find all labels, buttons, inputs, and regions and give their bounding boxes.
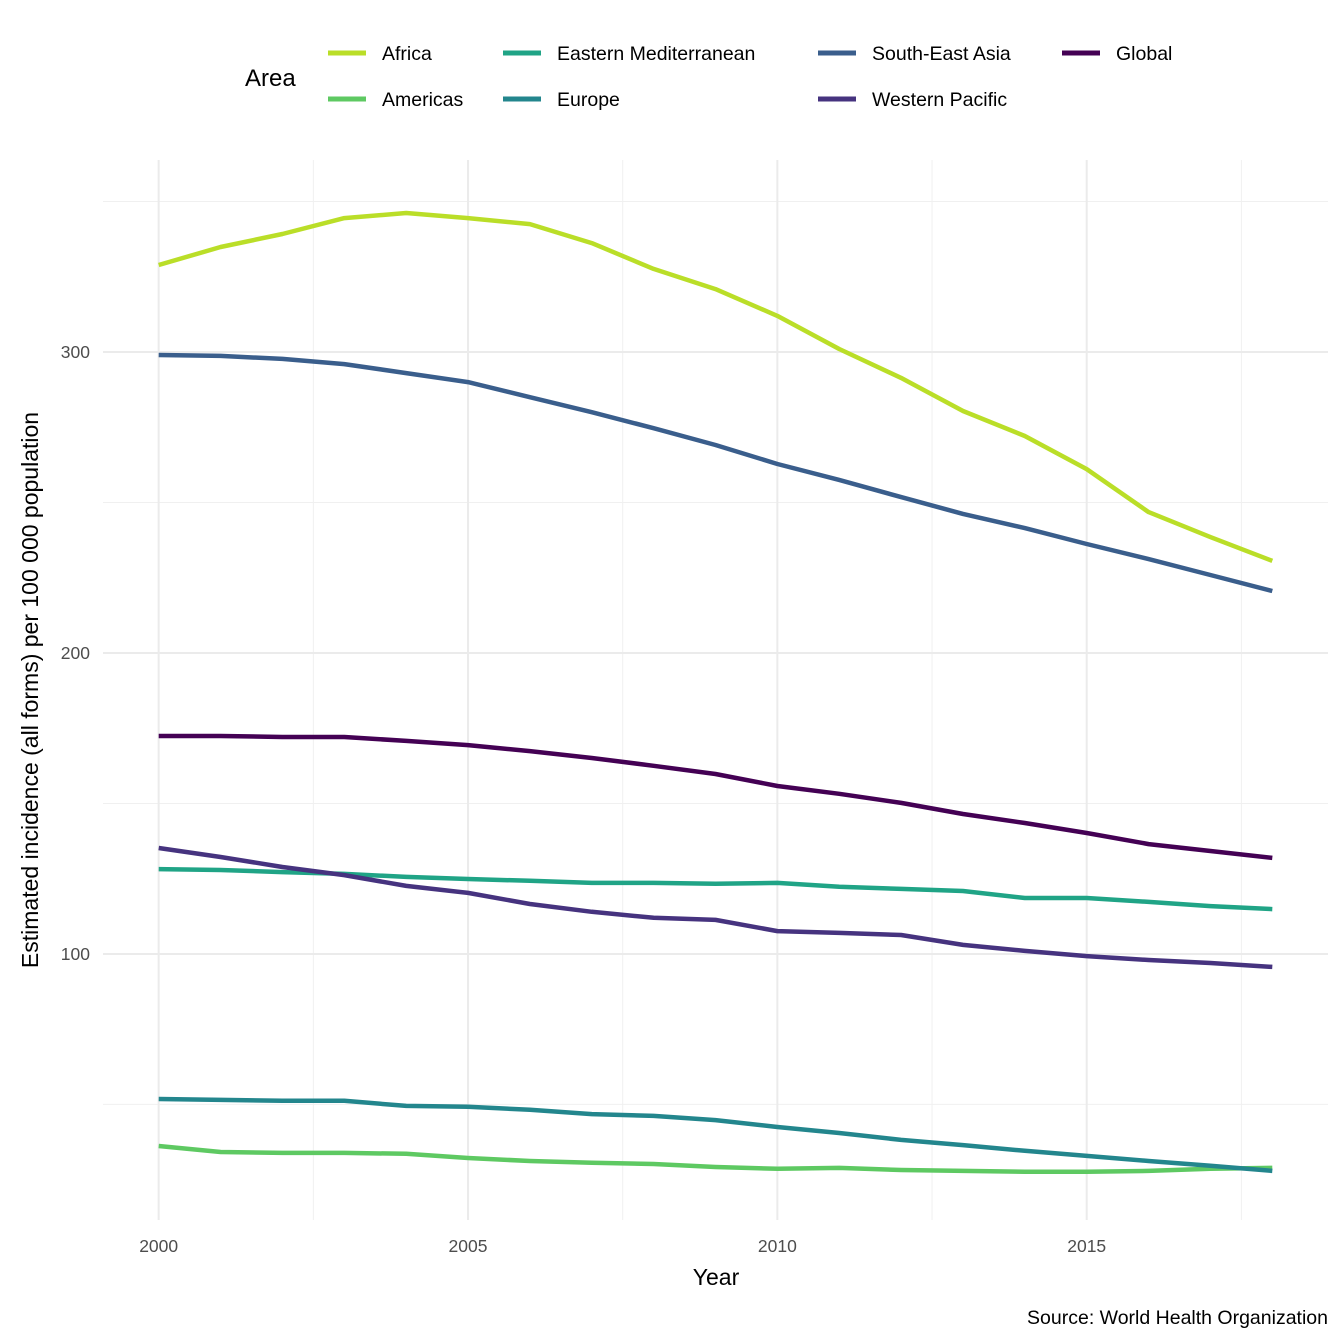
y-tick-label: 300 bbox=[61, 342, 90, 362]
legend-title: Area bbox=[245, 65, 296, 92]
series-lines bbox=[158, 210, 1274, 1175]
series-line-eastern-mediterranean bbox=[158, 866, 1273, 912]
legend-label: Americas bbox=[382, 89, 464, 111]
legend-label: Global bbox=[1116, 43, 1172, 65]
legend-label: Africa bbox=[382, 43, 432, 65]
y-axis-ticks: 100 200 300 bbox=[61, 342, 90, 964]
x-tick-label: 2005 bbox=[449, 1236, 488, 1256]
series-line-global bbox=[158, 733, 1273, 861]
x-tick-label: 2015 bbox=[1067, 1236, 1106, 1256]
x-axis-ticks: 2000 2005 2010 2015 bbox=[139, 1236, 1106, 1256]
caption: Source: World Health Organization bbox=[1027, 1307, 1328, 1329]
y-tick-label: 200 bbox=[61, 643, 90, 663]
legend-label: Europe bbox=[557, 89, 620, 111]
series-line-africa bbox=[158, 210, 1274, 564]
legend-item: Western Pacific bbox=[818, 89, 1007, 111]
series-line-south-east-asia bbox=[158, 352, 1273, 594]
legend-label: South-East Asia bbox=[872, 43, 1011, 65]
series-line-western-pacific bbox=[158, 845, 1273, 970]
legend: Area Africa Americas Eastern Mediterranean… bbox=[245, 43, 1172, 111]
series-line-americas bbox=[158, 1143, 1273, 1175]
legend-label: Eastern Mediterranean bbox=[557, 43, 755, 65]
legend-item: Africa bbox=[328, 43, 432, 65]
legend-item: Europe bbox=[503, 89, 620, 111]
legend-label: Western Pacific bbox=[872, 89, 1007, 111]
x-tick-label: 2000 bbox=[139, 1236, 178, 1256]
legend-item: South-East Asia bbox=[818, 43, 1011, 65]
x-axis-title: Year bbox=[693, 1264, 740, 1290]
grid bbox=[103, 160, 1328, 1220]
y-axis-title: Estimated incidence (all forms) per 100 … bbox=[17, 412, 43, 968]
legend-item: Global bbox=[1062, 43, 1172, 65]
legend-item: Eastern Mediterranean bbox=[503, 43, 755, 65]
x-tick-label: 2010 bbox=[758, 1236, 797, 1256]
series-line-europe bbox=[158, 1096, 1273, 1174]
legend-item: Americas bbox=[328, 89, 464, 111]
y-tick-label: 100 bbox=[61, 944, 90, 964]
